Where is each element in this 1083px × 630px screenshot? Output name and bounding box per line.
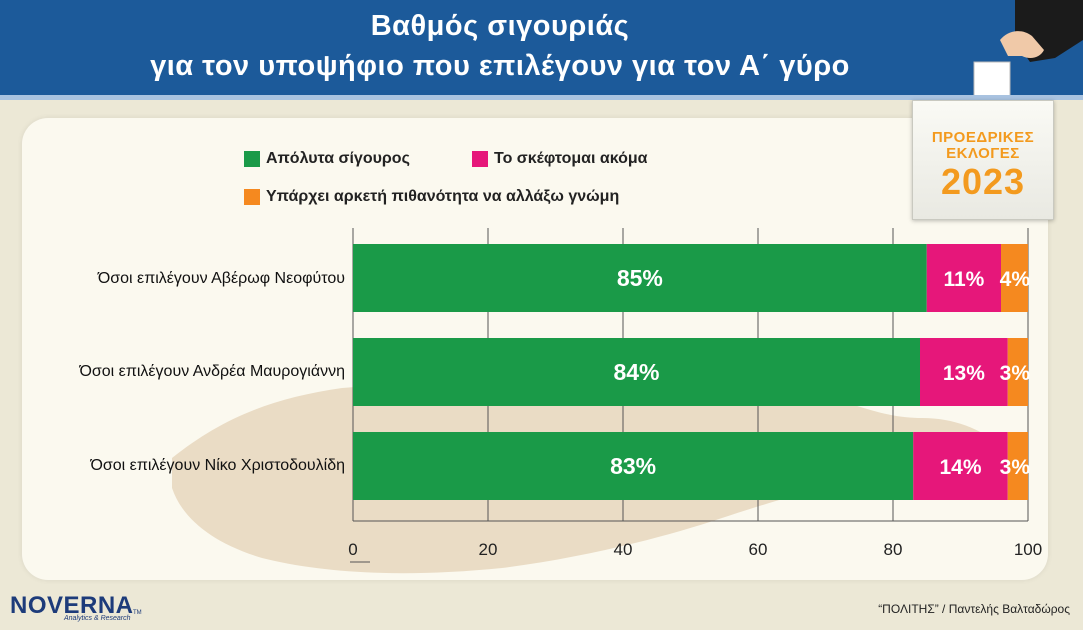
data-label-1-2: 3% — [1000, 362, 1031, 385]
bar-segment-1-0 — [353, 338, 920, 406]
bar-segment-0-2 — [1001, 244, 1028, 312]
data-label-2-1: 14% — [939, 456, 981, 479]
legend-label-absolutely-sure: Απόλυτα σίγουρος — [266, 150, 410, 167]
badge-line-1: ΠΡΟΕΔΡΙΚΕΣ — [931, 129, 1035, 146]
legend-item-absolutely-sure: Απόλυτα σίγουρος — [244, 150, 410, 168]
bar-segment-2-1 — [913, 432, 1008, 500]
legend-item-still-thinking: Το σκέφτομαι ακόμα — [472, 150, 648, 168]
legend-label-still-thinking: Το σκέφτομαι ακόμα — [494, 150, 648, 167]
category-label-neofytou: Όσοι επιλέγουν Αβέρωφ Νεοφύτου — [97, 270, 345, 287]
bar-segment-2-0 — [353, 432, 914, 500]
bar-segment-0-1 — [926, 244, 1001, 312]
noverna-logo-subtitle: Analytics & Research — [64, 615, 131, 622]
data-label-0-0: 85% — [617, 265, 663, 291]
x-tick-label-80: 80 — [884, 540, 903, 559]
data-label-1-0: 84% — [613, 359, 659, 385]
legend-label-may-change-mind: Υπάρχει αρκετή πιθανότητα να αλλάξω γνώμ… — [266, 188, 620, 205]
data-label-1-1: 13% — [943, 362, 985, 385]
data-label-2-0: 83% — [610, 453, 656, 479]
x-tick-label-100: 100 — [1014, 540, 1042, 559]
x-tick-label-0: 0 — [348, 540, 357, 559]
header-accent-strip — [0, 95, 1083, 100]
bar-segment-1-1 — [920, 338, 1008, 406]
election-badge: ΠΡΟΕΔΡΙΚΕΣ ΕΚΛΟΓΕΣ 2023 — [912, 100, 1054, 220]
category-label-christodoulides: Όσοι επιλέγουν Νίκο Χριστοδουλίδη — [90, 457, 345, 474]
title-line-2: για τον υποψήφιο που επιλέγουν για τον Α… — [150, 50, 850, 82]
noverna-logo: NOVERNA — [10, 592, 134, 619]
bar-segment-2-2 — [1007, 432, 1028, 500]
legend-swatch-pink — [472, 151, 488, 167]
bar-segment-1-2 — [1007, 338, 1028, 406]
ballot-hand-icon — [973, 0, 1083, 99]
source-credit: “ΠΟΛΙΤΗΣ” / Παντελής Βαλταδώρος — [878, 602, 1070, 616]
data-label-2-2: 3% — [1000, 456, 1031, 479]
title-line-1: Βαθμός σιγουριάς — [370, 10, 630, 42]
legend-item-may-change-mind: Υπάρχει αρκετή πιθανότητα να αλλάξω γνώμ… — [244, 188, 619, 206]
bar-segment-0-0 — [353, 244, 927, 312]
x-tick-label-20: 20 — [479, 540, 498, 559]
x-tick-label-40: 40 — [614, 540, 633, 559]
noverna-logo-tm: TM — [133, 610, 142, 616]
header-banner: Βαθμός σιγουριάς για τον υποψήφιο που επ… — [0, 0, 1083, 99]
legend-swatch-orange — [244, 189, 260, 205]
badge-line-2: ΕΚΛΟΓΕΣ — [946, 145, 1020, 162]
category-label-mavrogiannis: Όσοι επιλέγουν Ανδρέα Μαυρογιάννη — [79, 363, 345, 380]
x-tick-label-60: 60 — [749, 540, 768, 559]
legend-swatch-green — [244, 151, 260, 167]
badge-year: 2023 — [940, 161, 1026, 202]
data-label-0-1: 11% — [943, 268, 984, 291]
data-label-0-2: 4% — [1000, 268, 1031, 291]
